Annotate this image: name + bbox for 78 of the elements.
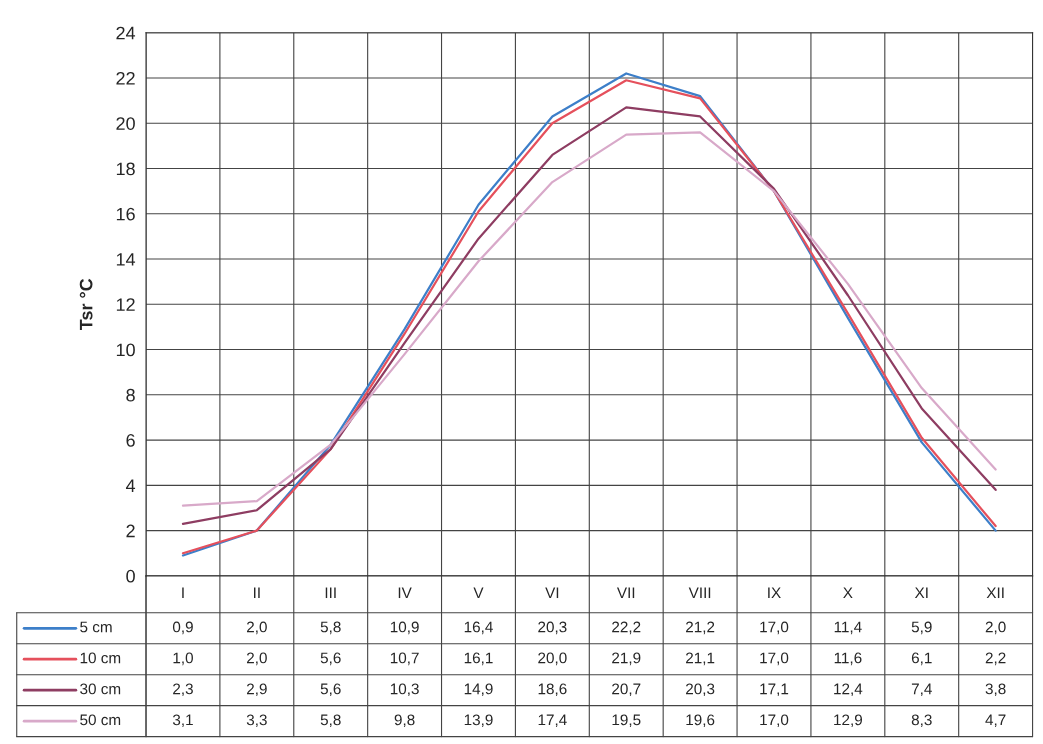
data-label: 12,9 [834, 714, 863, 728]
data-label: 11,4 [834, 621, 862, 635]
data-label: 2,3 [173, 683, 193, 697]
y-tick-label: 2 [126, 524, 135, 538]
data-label: 5,8 [320, 621, 341, 635]
x-tick-label: I [182, 587, 184, 599]
data-label: 8,3 [911, 714, 932, 728]
legend-label: 5 cm [80, 621, 112, 633]
data-label: 6,1 [911, 652, 932, 666]
data-label: 17,1 [760, 683, 789, 697]
legend-label: 30 cm [80, 683, 121, 695]
x-tick-label: X [843, 587, 853, 599]
y-tick-label: 6 [126, 434, 135, 447]
data-label: 1,0 [173, 652, 193, 666]
x-tick-label: XII [986, 587, 1004, 599]
data-label: 2,9 [246, 683, 267, 697]
legend-label: 10 cm [80, 652, 121, 664]
legend-label: 50 cm [80, 714, 121, 726]
data-label: 20,3 [686, 683, 715, 697]
y-tick-label: 16 [116, 207, 135, 221]
data-label: 11,6 [834, 652, 862, 666]
y-tick-label: 22 [116, 71, 135, 85]
y-tick-label: 12 [116, 298, 135, 311]
x-tick-label: VIII [688, 587, 711, 599]
data-label: 19,5 [612, 714, 641, 728]
y-tick-label: 20 [116, 117, 135, 130]
y-tick-label: 24 [116, 26, 136, 40]
data-label: 4,7 [985, 714, 1006, 728]
data-label: 22,2 [612, 621, 641, 635]
y-axis-title: Tsr °C [79, 278, 93, 331]
x-tick-label: XI [914, 587, 928, 599]
data-label: 2,0 [246, 652, 267, 666]
data-label: 13,9 [464, 714, 493, 728]
data-label: 2,0 [985, 621, 1006, 635]
y-tick-label: 4 [125, 479, 136, 492]
x-tick-label: IV [398, 587, 412, 599]
data-label: 20,7 [612, 683, 641, 697]
data-label: 7,4 [911, 683, 932, 697]
data-label: 10,3 [390, 683, 419, 697]
data-label: 17,4 [538, 714, 567, 728]
data-label: 20,3 [538, 621, 567, 635]
data-label: 2,2 [985, 652, 1006, 666]
x-tick-label: IX [768, 587, 781, 599]
y-tick-label: 10 [116, 343, 135, 357]
data-label: 17,0 [760, 652, 789, 666]
x-tick-label: V [473, 587, 484, 599]
data-label: 2,0 [246, 621, 267, 635]
data-label: 19,6 [686, 714, 715, 728]
data-label: 18,6 [538, 683, 567, 697]
x-tick-label: VI [545, 587, 559, 599]
data-label: 5,6 [320, 683, 341, 697]
y-tick-label: 8 [126, 388, 135, 402]
data-label: 5,6 [320, 652, 341, 666]
x-tick-label: III [325, 587, 336, 599]
data-label: 16,1 [464, 652, 493, 666]
data-label: 3,8 [985, 683, 1006, 697]
y-tick-label: 18 [116, 162, 135, 176]
data-label: 20,0 [538, 652, 567, 666]
x-tick-label: II [254, 587, 260, 599]
y-tick-label: 14 [116, 253, 136, 266]
data-label: 10,9 [390, 621, 419, 635]
data-label: 21,9 [612, 652, 641, 666]
y-tick-label: 0 [126, 569, 135, 583]
data-label: 5,8 [320, 714, 341, 728]
data-label: 3,3 [246, 714, 267, 728]
data-label: 17,0 [760, 714, 789, 728]
data-label: 21,1 [686, 652, 715, 666]
data-label: 14,9 [464, 683, 493, 697]
data-label: 10,7 [390, 652, 419, 666]
x-tick-label: VII [616, 587, 635, 599]
data-label: 17,0 [760, 621, 789, 635]
data-label: 9,8 [394, 714, 415, 728]
data-label: 5,9 [911, 621, 932, 635]
data-label: 21,2 [686, 621, 715, 635]
data-label: 3,1 [172, 714, 193, 728]
data-label: 12,4 [834, 683, 863, 697]
data-label: 16,4 [464, 621, 493, 635]
data-label: 0,9 [172, 621, 193, 635]
